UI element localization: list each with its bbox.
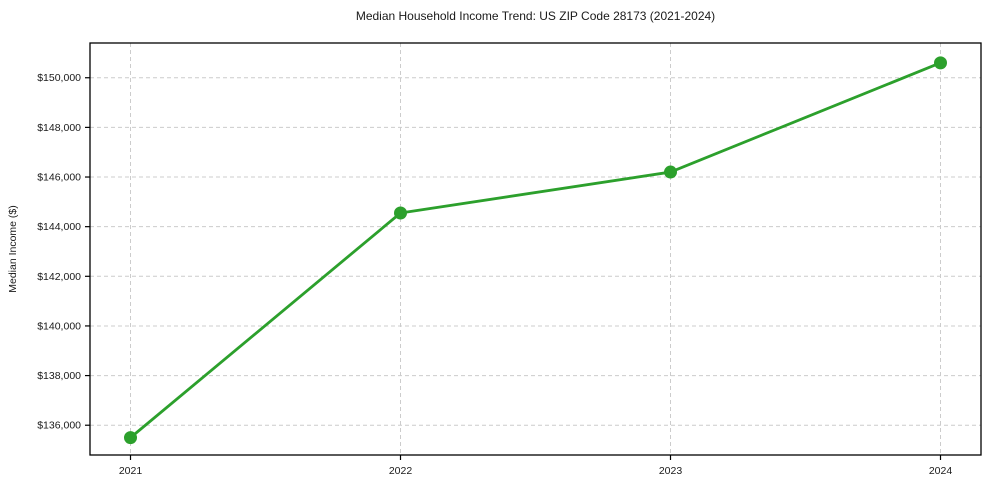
- chart-title: Median Household Income Trend: US ZIP Co…: [355, 9, 716, 23]
- y-tick-label: $142,000: [37, 271, 81, 283]
- x-tick-label: 2021: [119, 465, 143, 477]
- y-tick-label: $150,000: [37, 72, 81, 84]
- x-tick-label: 2022: [389, 465, 413, 477]
- data-point-2021: [124, 431, 137, 445]
- x-tick-label: 2023: [659, 465, 683, 477]
- plot-border: [89, 42, 982, 456]
- data-point-2023: [664, 165, 677, 179]
- data-point-2024: [934, 56, 947, 70]
- trend-line: [129, 61, 942, 440]
- y-tick-label: $148,000: [37, 122, 81, 134]
- y-tick-label: $140,000: [37, 320, 81, 332]
- data-point-2022: [394, 206, 407, 220]
- y-tick-label: $146,000: [37, 172, 81, 184]
- x-tick-label: 2024: [929, 465, 953, 477]
- y-tick-label: $144,000: [37, 221, 81, 233]
- y-tick-label: $138,000: [37, 370, 81, 382]
- y-tick-label: $136,000: [37, 420, 81, 432]
